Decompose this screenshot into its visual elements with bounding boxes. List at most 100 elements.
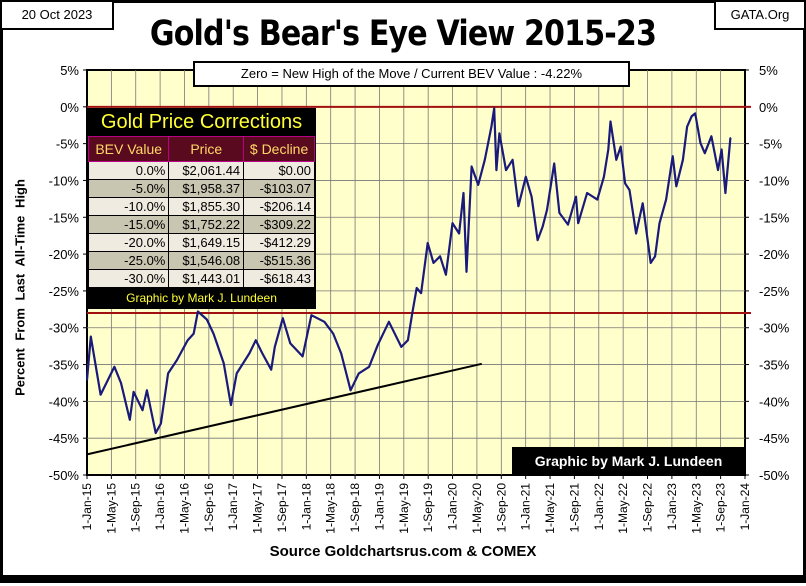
data-point [420,292,422,294]
data-point [493,107,495,110]
table-cell: -$103.07 [243,179,315,198]
data-point [167,372,169,375]
y-tick-label-right: -15% [759,210,790,225]
x-tick-label: 1-Jan-21 [519,483,533,531]
data-point [567,223,569,226]
data-point [273,346,276,348]
data-point [349,389,352,392]
data-point [451,222,454,224]
data-point [120,382,122,384]
data-point [432,262,435,264]
data-point [186,339,189,342]
table-cell: -$412.29 [243,233,315,252]
table-cell: $1,443.01 [168,269,245,288]
y-tick-label: -45% [49,431,80,446]
x-tick-label: 1-Sep-18 [348,483,362,533]
y-tick-label-right: -40% [759,394,790,409]
trend-line [86,362,482,456]
chart-subtitle: Zero = New High of the Move / Current BE… [193,61,630,87]
y-tick-label-right: -25% [759,284,790,299]
table-title: Gold Price Corrections [100,111,303,133]
data-point [415,287,418,289]
data-point [525,175,527,178]
y-tick-label-right: -35% [759,358,790,373]
credit-box: Graphic by Mark J. Lundeen [512,447,745,475]
data-point [658,222,661,224]
data-point [254,339,257,342]
y-tick-label-right: 0% [759,100,778,115]
data-point [132,390,135,393]
data-point [694,112,696,115]
chart-title: Gold's Bear's Eye View 2015-23 [149,14,657,54]
y-tick-label: -40% [49,394,80,409]
data-point [160,422,162,425]
table-row: 0.0% $2,061.44 $0.00 [87,161,315,180]
y-tick-label: -50% [49,468,80,483]
x-tick-label: 1-Sep-22 [641,483,655,533]
table-header: Price [168,136,245,162]
x-tick-label: 1-May-18 [324,483,338,534]
data-point [703,152,706,155]
data-point [717,169,719,171]
data-point [511,159,514,161]
data-point [477,184,479,186]
data-point [724,192,727,194]
table-cell: $1,855.30 [168,197,245,216]
table-cell: -20.0% [87,233,170,252]
data-point [615,159,618,161]
table-cell: $0.00 [243,161,315,180]
table-header: $ Decline [243,136,315,162]
data-point [546,209,548,211]
data-point [517,205,520,208]
data-point [206,318,208,321]
data-point [649,262,652,264]
data-point [498,132,501,135]
data-point [407,339,409,342]
y-tick-label-right: -50% [759,468,790,483]
data-point [358,372,360,375]
data-point [720,148,723,151]
data-point [192,332,195,335]
data-point [671,155,674,157]
x-tick-label: 1-May-15 [104,483,118,534]
table-cell: -10.0% [87,197,170,216]
data-point [536,239,539,241]
y-tick-label: 0% [60,100,79,115]
data-point [323,321,326,323]
data-point [248,352,251,355]
data-point [577,222,580,224]
table-header: BEV Value [87,136,170,162]
x-tick-label: 1-Sep-23 [714,483,728,533]
x-tick-label: 1-Sep-15 [129,483,143,533]
data-point [495,169,498,171]
data-point [641,202,644,205]
data-point [729,137,732,139]
data-point [553,162,556,165]
y-tick-label: -5% [56,137,80,152]
table-cell: -15.0% [87,215,170,234]
data-point [445,273,447,276]
data-point [377,343,379,346]
x-tick-label: 1-May-22 [616,483,630,534]
data-point [682,159,684,161]
x-tick-label: 1-May-20 [470,483,484,534]
data-point [607,148,610,151]
data-point [388,321,390,323]
x-tick-label: 1-May-23 [689,483,703,534]
data-point [603,175,605,178]
data-point [129,418,131,421]
x-tick-label: 1-Jan-18 [299,483,313,531]
y-tick-label: -35% [49,358,80,373]
table-row: -30.0% $1,443.01 -$618.43 [87,269,315,288]
data-point [439,255,441,258]
data-point [575,195,577,198]
x-tick-label: 1-Jan-24 [738,483,752,531]
table-cell: -$309.22 [243,215,315,234]
source-label: Source Goldchartsrus.com & COMEX [269,543,537,560]
x-tick-label: 1-Jan-23 [665,483,679,531]
table-cell: -$618.43 [243,269,315,288]
y-tick-label-right: -10% [759,173,790,188]
table-row: -10.0% $1,855.30 -$206.14 [87,197,315,216]
data-point [212,332,215,335]
